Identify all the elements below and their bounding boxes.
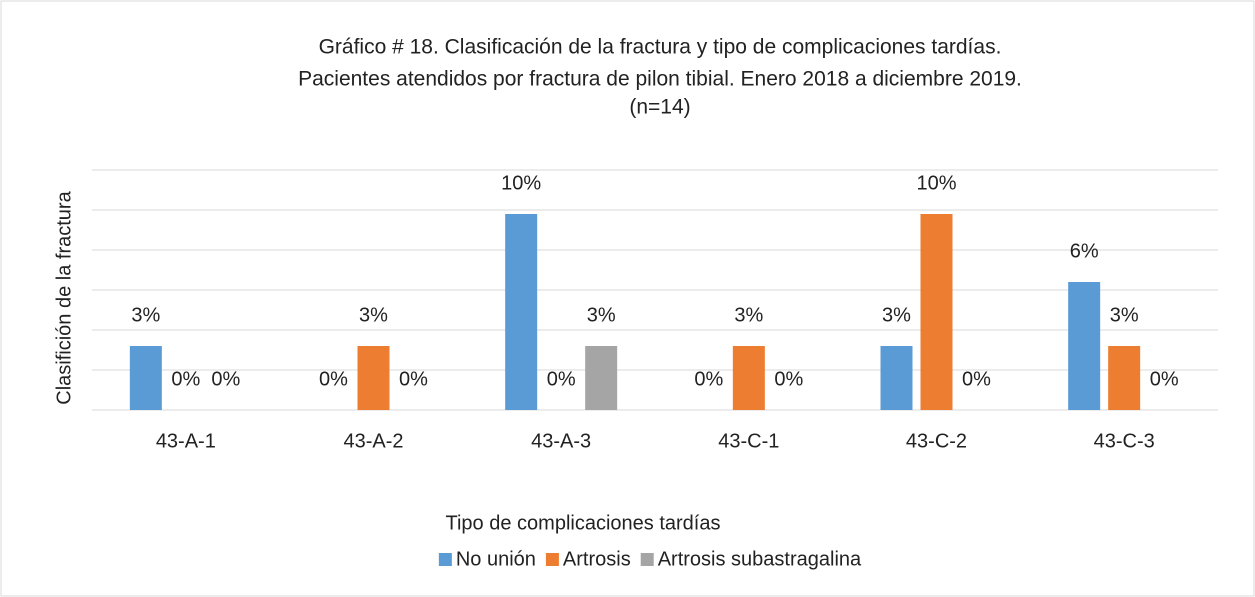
data-label: 0% — [171, 368, 200, 390]
x-tick-label: 43-C-3 — [1094, 430, 1155, 452]
x-tick-label: 43-A-3 — [531, 430, 591, 452]
y-axis-label: Clasifición de la fractura — [53, 190, 75, 404]
chart-title: Pacientes atendidos por fractura de pilo… — [298, 68, 1022, 91]
data-label: 3% — [587, 304, 616, 326]
data-label: 0% — [399, 368, 428, 390]
data-label: 0% — [1150, 368, 1179, 390]
legend-swatch — [640, 553, 654, 566]
bar — [732, 346, 765, 410]
legend-title: Tipo de complicaciones tardías — [446, 512, 721, 534]
chart-title: (n=14) — [629, 96, 690, 119]
legend-label: Artrosis subastragalina — [658, 548, 862, 570]
bar — [357, 346, 390, 410]
bar — [585, 346, 618, 410]
data-label: 10% — [501, 172, 541, 194]
data-label: 3% — [1110, 304, 1139, 326]
bar — [505, 214, 538, 410]
x-tick-label: 43-C-1 — [718, 430, 779, 452]
data-label: 6% — [1070, 240, 1099, 262]
legend-label: No unión — [456, 548, 536, 570]
data-label: 0% — [319, 368, 348, 390]
data-label: 0% — [774, 368, 803, 390]
bar — [1068, 282, 1101, 410]
x-tick-label: 43-C-2 — [906, 430, 967, 452]
bar — [920, 214, 953, 410]
bar — [129, 346, 162, 410]
data-label: 3% — [734, 304, 763, 326]
data-label: 0% — [962, 368, 991, 390]
data-label: 3% — [882, 304, 911, 326]
legend-swatch — [438, 553, 452, 566]
bar — [1108, 346, 1141, 410]
data-label: 0% — [547, 368, 576, 390]
data-label: 0% — [694, 368, 723, 390]
bar — [880, 346, 913, 410]
data-label: 0% — [211, 368, 240, 390]
chart-title: Gráfico # 18. Clasificación de la fractu… — [319, 36, 1002, 59]
x-tick-label: 43-A-1 — [156, 430, 216, 452]
data-label: 3% — [131, 304, 160, 326]
data-label: 10% — [916, 172, 956, 194]
x-tick-label: 43-A-2 — [343, 430, 403, 452]
legend-label: Artrosis — [563, 548, 631, 570]
data-label: 3% — [359, 304, 388, 326]
legend-swatch — [545, 553, 559, 566]
